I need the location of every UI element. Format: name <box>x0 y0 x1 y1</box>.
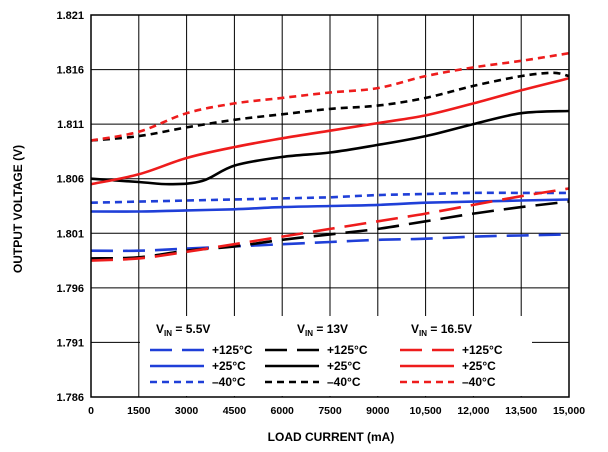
y-tick-label: 1.806 <box>56 174 84 186</box>
x-tick-label: 9000 <box>366 405 390 417</box>
x-axis-label: LOAD CURRENT (mA) <box>268 430 395 444</box>
legend-temp-label: +25°C <box>462 359 496 373</box>
legend-temp-label: +125°C <box>212 343 253 357</box>
legend-group-title: VIN = 5.5V <box>156 322 210 338</box>
x-tick-label: 4500 <box>223 405 247 417</box>
x-tick-label: 3000 <box>175 405 199 417</box>
y-tick-label: 1.786 <box>56 392 84 404</box>
y-tick-label: 1.811 <box>57 119 84 131</box>
y-tick-label: 1.796 <box>56 283 84 295</box>
y-tick-label: 1.821 <box>56 10 84 22</box>
x-tick-label: 0 <box>88 405 94 417</box>
x-tick-label: 7500 <box>318 405 342 417</box>
series-line <box>90 187 570 262</box>
y-tick-labels: 1.786 1.791 1.796 1.801 1.806 1.811 1.816 1.821 <box>56 10 84 404</box>
series-line <box>90 71 570 142</box>
legend-group-title: VIN = 16.5V <box>411 322 472 338</box>
y-tick-label: 1.801 <box>56 228 84 240</box>
x-tick-label: 10,500 <box>410 405 442 417</box>
series-lines <box>90 51 570 262</box>
x-tick-label: 6000 <box>271 405 295 417</box>
series-line <box>90 233 570 253</box>
y-tick-label: 1.816 <box>56 65 84 77</box>
legend-group-title: VIN = 13V <box>297 322 348 338</box>
legend-temp-label: –40°C <box>327 375 361 389</box>
legend-temp-label: +125°C <box>462 343 503 357</box>
series-line <box>90 191 569 204</box>
x-tick-label: 13,500 <box>505 405 537 417</box>
y-axis-label: OUTPUT VOLTAGE (V) <box>11 145 25 273</box>
series-line <box>90 109 570 186</box>
x-tick-label: 1500 <box>127 405 151 417</box>
series-line <box>90 77 570 186</box>
legend-temp-label: –40°C <box>462 375 496 389</box>
x-tick-label: 12,000 <box>457 405 489 417</box>
y-tick-label: 1.791 <box>56 337 84 349</box>
legend-temp-label: +125°C <box>327 343 368 357</box>
legend-box <box>140 316 532 396</box>
plot-frame <box>90 14 570 398</box>
legend-temp-label: +25°C <box>212 359 246 373</box>
legend-temp-label: –40°C <box>212 375 246 389</box>
legend-temp-label: +25°C <box>327 359 361 373</box>
x-tick-labels: 0 1500 3000 4500 6000 7500 9000 10,500 12,000 13,… <box>88 405 585 417</box>
x-tick-label: 15,000 <box>553 405 585 417</box>
series-line <box>90 51 570 142</box>
